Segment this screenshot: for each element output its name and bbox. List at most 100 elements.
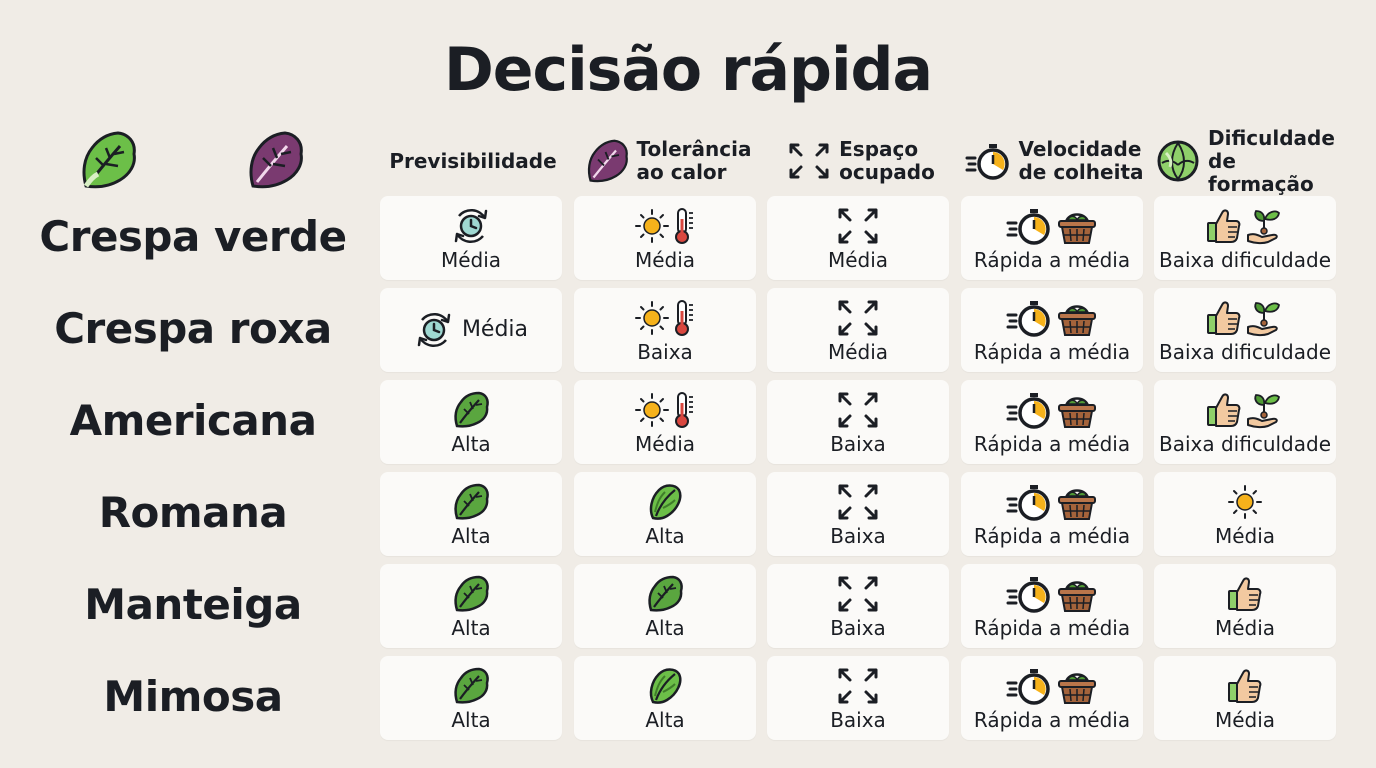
thumbs-up-icon: [1206, 207, 1242, 245]
table-cell: Baixa: [574, 288, 756, 372]
cell-icons: [645, 573, 685, 615]
cell-icons: [1006, 297, 1098, 339]
table-cell: Baixa: [767, 472, 949, 556]
table-cell: Média: [380, 288, 562, 372]
cabbage-icon: [1154, 137, 1202, 185]
stopwatch-icon: [1006, 206, 1052, 246]
romaine-icon: [645, 666, 685, 706]
cell-icons: [1006, 481, 1098, 523]
cell-icons: [1006, 573, 1098, 615]
table-cell: Média: [1154, 656, 1336, 740]
sprout-hand-icon: [1246, 299, 1284, 337]
cell-value: Baixa: [830, 707, 886, 732]
table-cell: Alta: [380, 564, 562, 648]
green-lettuce-icon: [76, 128, 140, 192]
basket-icon: [1056, 298, 1098, 338]
cell-icons: [836, 205, 880, 247]
cell-value: Rápida a média: [973, 707, 1131, 732]
table-cell: Baixa: [767, 564, 949, 648]
row-label: Manteiga: [84, 579, 302, 629]
cell-value: Média: [461, 317, 529, 342]
stopwatch-icon: [1006, 666, 1052, 706]
cell-value: Alta: [645, 707, 685, 732]
cell-icons: [451, 665, 491, 707]
cell-icons: [836, 665, 880, 707]
cell-value: Alta: [645, 523, 685, 548]
cycle-clock-icon: [414, 310, 454, 350]
expand-arrows-icon: [785, 137, 833, 185]
page-title: Decisão rápida: [444, 35, 933, 105]
cell-icons: [1006, 665, 1098, 707]
expand-arrows-icon: [836, 574, 880, 614]
table-cell: Alta: [380, 380, 562, 464]
table-cell: Rápida a média: [961, 472, 1143, 556]
cell-icons: [1227, 665, 1263, 707]
row-label: Romana: [98, 487, 288, 537]
table-cell: Alta: [380, 472, 562, 556]
table-cell: Média: [767, 288, 949, 372]
table-cell: Alta: [574, 656, 756, 740]
cell-value: Média: [1214, 523, 1276, 548]
sun-icon: [634, 208, 670, 244]
lettuce-leaf-icon: [451, 482, 491, 522]
column-header-label: Tolerância ao calor: [636, 137, 752, 184]
cell-icons: [1227, 573, 1263, 615]
table-cell: Alta: [380, 656, 562, 740]
cell-value: Baixa: [830, 523, 886, 548]
table-cell: Baixa: [767, 656, 949, 740]
cell-value: Alta: [451, 523, 491, 548]
table-cell: Baixa dificuldade: [1154, 288, 1336, 372]
table-cell: Rápida a média: [961, 196, 1143, 280]
expand-arrows-icon: [836, 298, 880, 338]
column-header-label: Velocidade de colheita: [1018, 137, 1144, 184]
cell-icons: [451, 389, 491, 431]
lettuce-leaf-icon: [451, 666, 491, 706]
column-header-label: Espaço ocupado: [839, 137, 935, 184]
cell-icons: [836, 573, 880, 615]
expand-arrows-icon: [836, 390, 880, 430]
cell-value: Rápida a média: [973, 615, 1131, 640]
table-cell: Rápida a média: [961, 288, 1143, 372]
cell-icons: [1206, 389, 1284, 431]
cell-icons: [836, 481, 880, 523]
stopwatch-icon: [1006, 482, 1052, 522]
sun-icon: [634, 300, 670, 336]
lettuce-leaf-icon: [451, 390, 491, 430]
cell-icons: [451, 481, 491, 523]
cell-value: Média: [827, 247, 889, 272]
cell-value: Alta: [451, 431, 491, 456]
column-header-2: Tolerância ao calor: [574, 132, 760, 190]
cell-icons: [1006, 205, 1098, 247]
thumbs-up-icon: [1227, 667, 1263, 705]
row-label: Mimosa: [103, 671, 283, 721]
stopwatch-icon: [1006, 298, 1052, 338]
sprout-hand-icon: [1246, 391, 1284, 429]
cell-value: Média: [1214, 707, 1276, 732]
cell-icons: [836, 297, 880, 339]
cell-value: Média: [440, 247, 502, 272]
cell-value: Alta: [451, 615, 491, 640]
expand-arrows-icon: [836, 666, 880, 706]
sun-icon: [634, 392, 670, 428]
cell-value: Média: [827, 339, 889, 364]
expand-arrows-icon: [836, 482, 880, 522]
column-header-1: Previsibilidade: [380, 132, 566, 190]
thermometer-icon: [674, 391, 696, 429]
lettuce-leaf-icon: [451, 574, 491, 614]
cell-value: Média: [1214, 615, 1276, 640]
purple-lettuce-icon: [583, 137, 631, 185]
expand-arrows-icon: [836, 206, 880, 246]
stopwatch-icon: [1006, 574, 1052, 614]
cell-value: Média: [634, 247, 696, 272]
row-label: Crespa verde: [39, 211, 347, 261]
thumbs-up-icon: [1206, 391, 1242, 429]
column-header-label: Previsibilidade: [389, 148, 557, 173]
column-header-4: Velocidade de colheita: [961, 132, 1147, 190]
cell-icons: [1206, 297, 1284, 339]
cell-icons: [836, 389, 880, 431]
lettuce-leaf-icon: [645, 574, 685, 614]
basket-icon: [1056, 390, 1098, 430]
table-cell: Média: [380, 196, 562, 280]
table-cell: Média: [1154, 564, 1336, 648]
cell-icons: [1206, 205, 1284, 247]
